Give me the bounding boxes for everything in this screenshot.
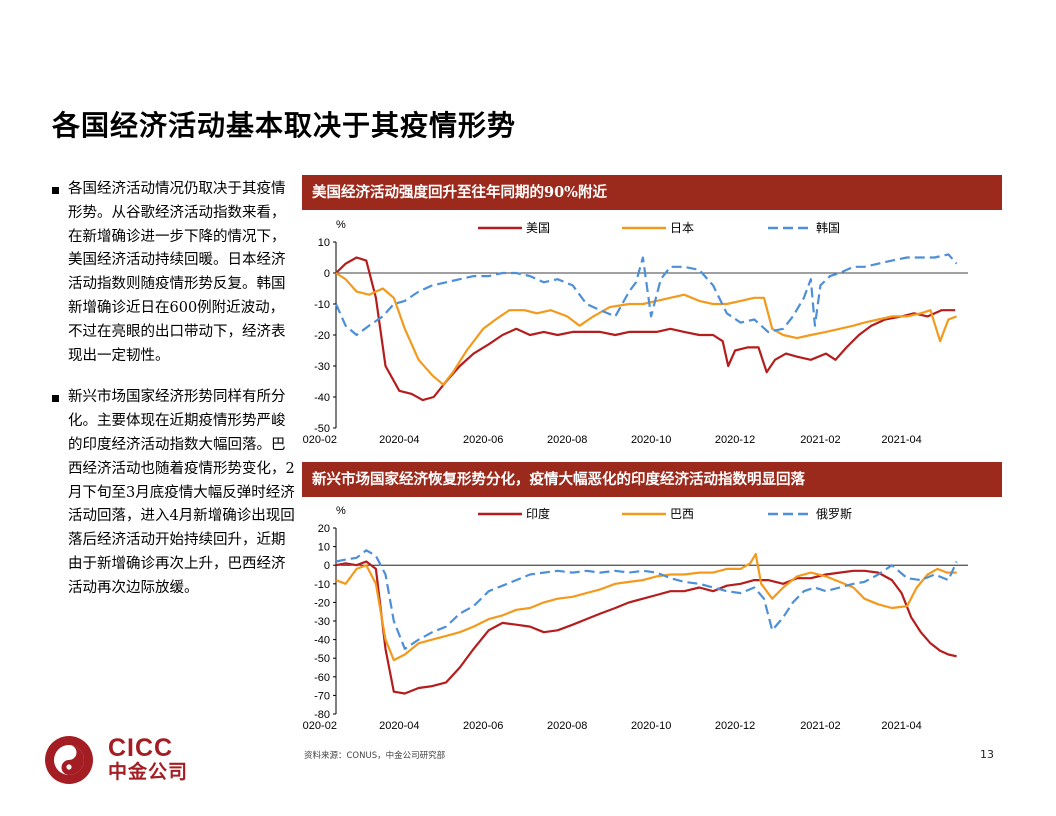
x-tick-label: 2020-04 [379,720,419,732]
source-note: 资料来源：CONUS，中金公司研究部 [304,751,446,761]
y-unit-label: % [336,505,346,517]
x-tick-label: 2020-02 [302,434,337,446]
legend-label: 日本 [670,221,694,235]
y-tick-label: -20 [314,330,330,342]
x-tick-label: 2021-02 [800,720,840,732]
chart-title-emerging: 新兴市场国家经济恢复形势分化，疫情大幅恶化的印度经济活动指数明显回落 [302,462,1002,497]
x-tick-label: 2020-10 [631,434,671,446]
y-tick-label: -50 [314,653,330,665]
x-tick-label: 2020-06 [463,720,503,732]
cicc-logo: CICC 中金公司 [44,733,204,789]
y-tick-label: -70 [314,690,330,702]
series-line-2 [335,552,957,662]
bullet-item: 新兴市场国家经济形势同样有所分化。主要体现在近期疫情形势严峻的印度经济活动指数大… [52,386,298,600]
y-tick-label: -80 [314,709,330,721]
series-line-1 [335,560,957,695]
series-line-3 [334,253,958,337]
series-line-1 [335,256,956,402]
legend-label: 韩国 [816,220,840,235]
y-tick-label: 0 [324,268,330,280]
x-tick-label: 2020-10 [631,720,671,732]
x-tick-label: 2020-12 [715,434,755,446]
y-tick-label: -50 [314,423,330,435]
y-tick-label: -60 [314,672,330,684]
y-tick-label: -40 [314,635,330,647]
chart-developed-economies: % 10 0 -10 -20 -30 -40 -502020-02 2020-04 2020-06… [302,219,968,446]
legend-label: 俄罗斯 [816,507,852,521]
y-tick-label: 20 [318,523,330,535]
x-tick-label: 2020-04 [379,434,419,446]
y-unit-label: % [336,219,346,231]
x-tick-label: 2020-08 [547,720,587,732]
x-tick-label: 2021-02 [800,434,840,446]
x-tick-label: 2020-08 [547,434,587,446]
bullet-text: 新兴市场国家经济形势同样有所分化。主要体现在近期疫情形势严峻的印度经济活动指数大… [68,389,295,596]
bullet-square-icon [52,187,59,194]
legend-label: 巴西 [670,507,694,521]
bullet-list: 各国经济活动情况仍取决于其疫情形势。从谷歌经济活动指数来看，在新增确诊进一步下降… [52,178,298,619]
y-tick-label: -30 [314,616,330,628]
chart-title-developed: 美国经济活动强度回升至往年同期的90%附近 [302,175,1002,210]
y-tick-label: 10 [318,237,330,249]
y-tick-label: 0 [324,560,330,572]
y-tick-label: -30 [314,361,330,373]
chart-emerging-economies: % 20 10 0 -10 -20 -30 -40 -50 -60 -70 -802020-02 202… [302,505,968,732]
legend-label: 印度 [526,506,550,521]
y-tick-label: -10 [314,299,330,311]
x-tick-label: 2021-04 [881,434,921,446]
series-line-3 [335,549,958,650]
y-tick-label: -40 [314,392,330,404]
y-tick-label: -20 [314,597,330,609]
logo-chinese-name: 中金公司 [108,761,189,783]
cicc-emblem-icon [45,736,93,784]
x-tick-label: 2020-06 [463,434,503,446]
x-tick-label: 2020-12 [715,720,755,732]
legend-label: 美国 [526,221,550,235]
x-tick-label: 2020-02 [302,720,337,732]
page-title: 各国经济活动基本取决于其疫情形势 [52,109,517,142]
bullet-item: 各国经济活动情况仍取决于其疫情形势。从谷歌经济活动指数来看，在新增确诊进一步下降… [52,178,298,368]
logo-wordmark: CICC [108,734,174,762]
x-tick-label: 2021-04 [881,720,921,732]
page-number: 13 [980,748,994,761]
bullet-square-icon [52,395,59,403]
y-tick-label: -10 [314,579,330,591]
series-line-2 [335,272,957,386]
y-tick-label: 10 [318,542,330,554]
bullet-text: 各国经济活动情况仍取决于其疫情形势。从谷歌经济活动指数来看，在新增确诊进一步下降… [68,181,286,364]
